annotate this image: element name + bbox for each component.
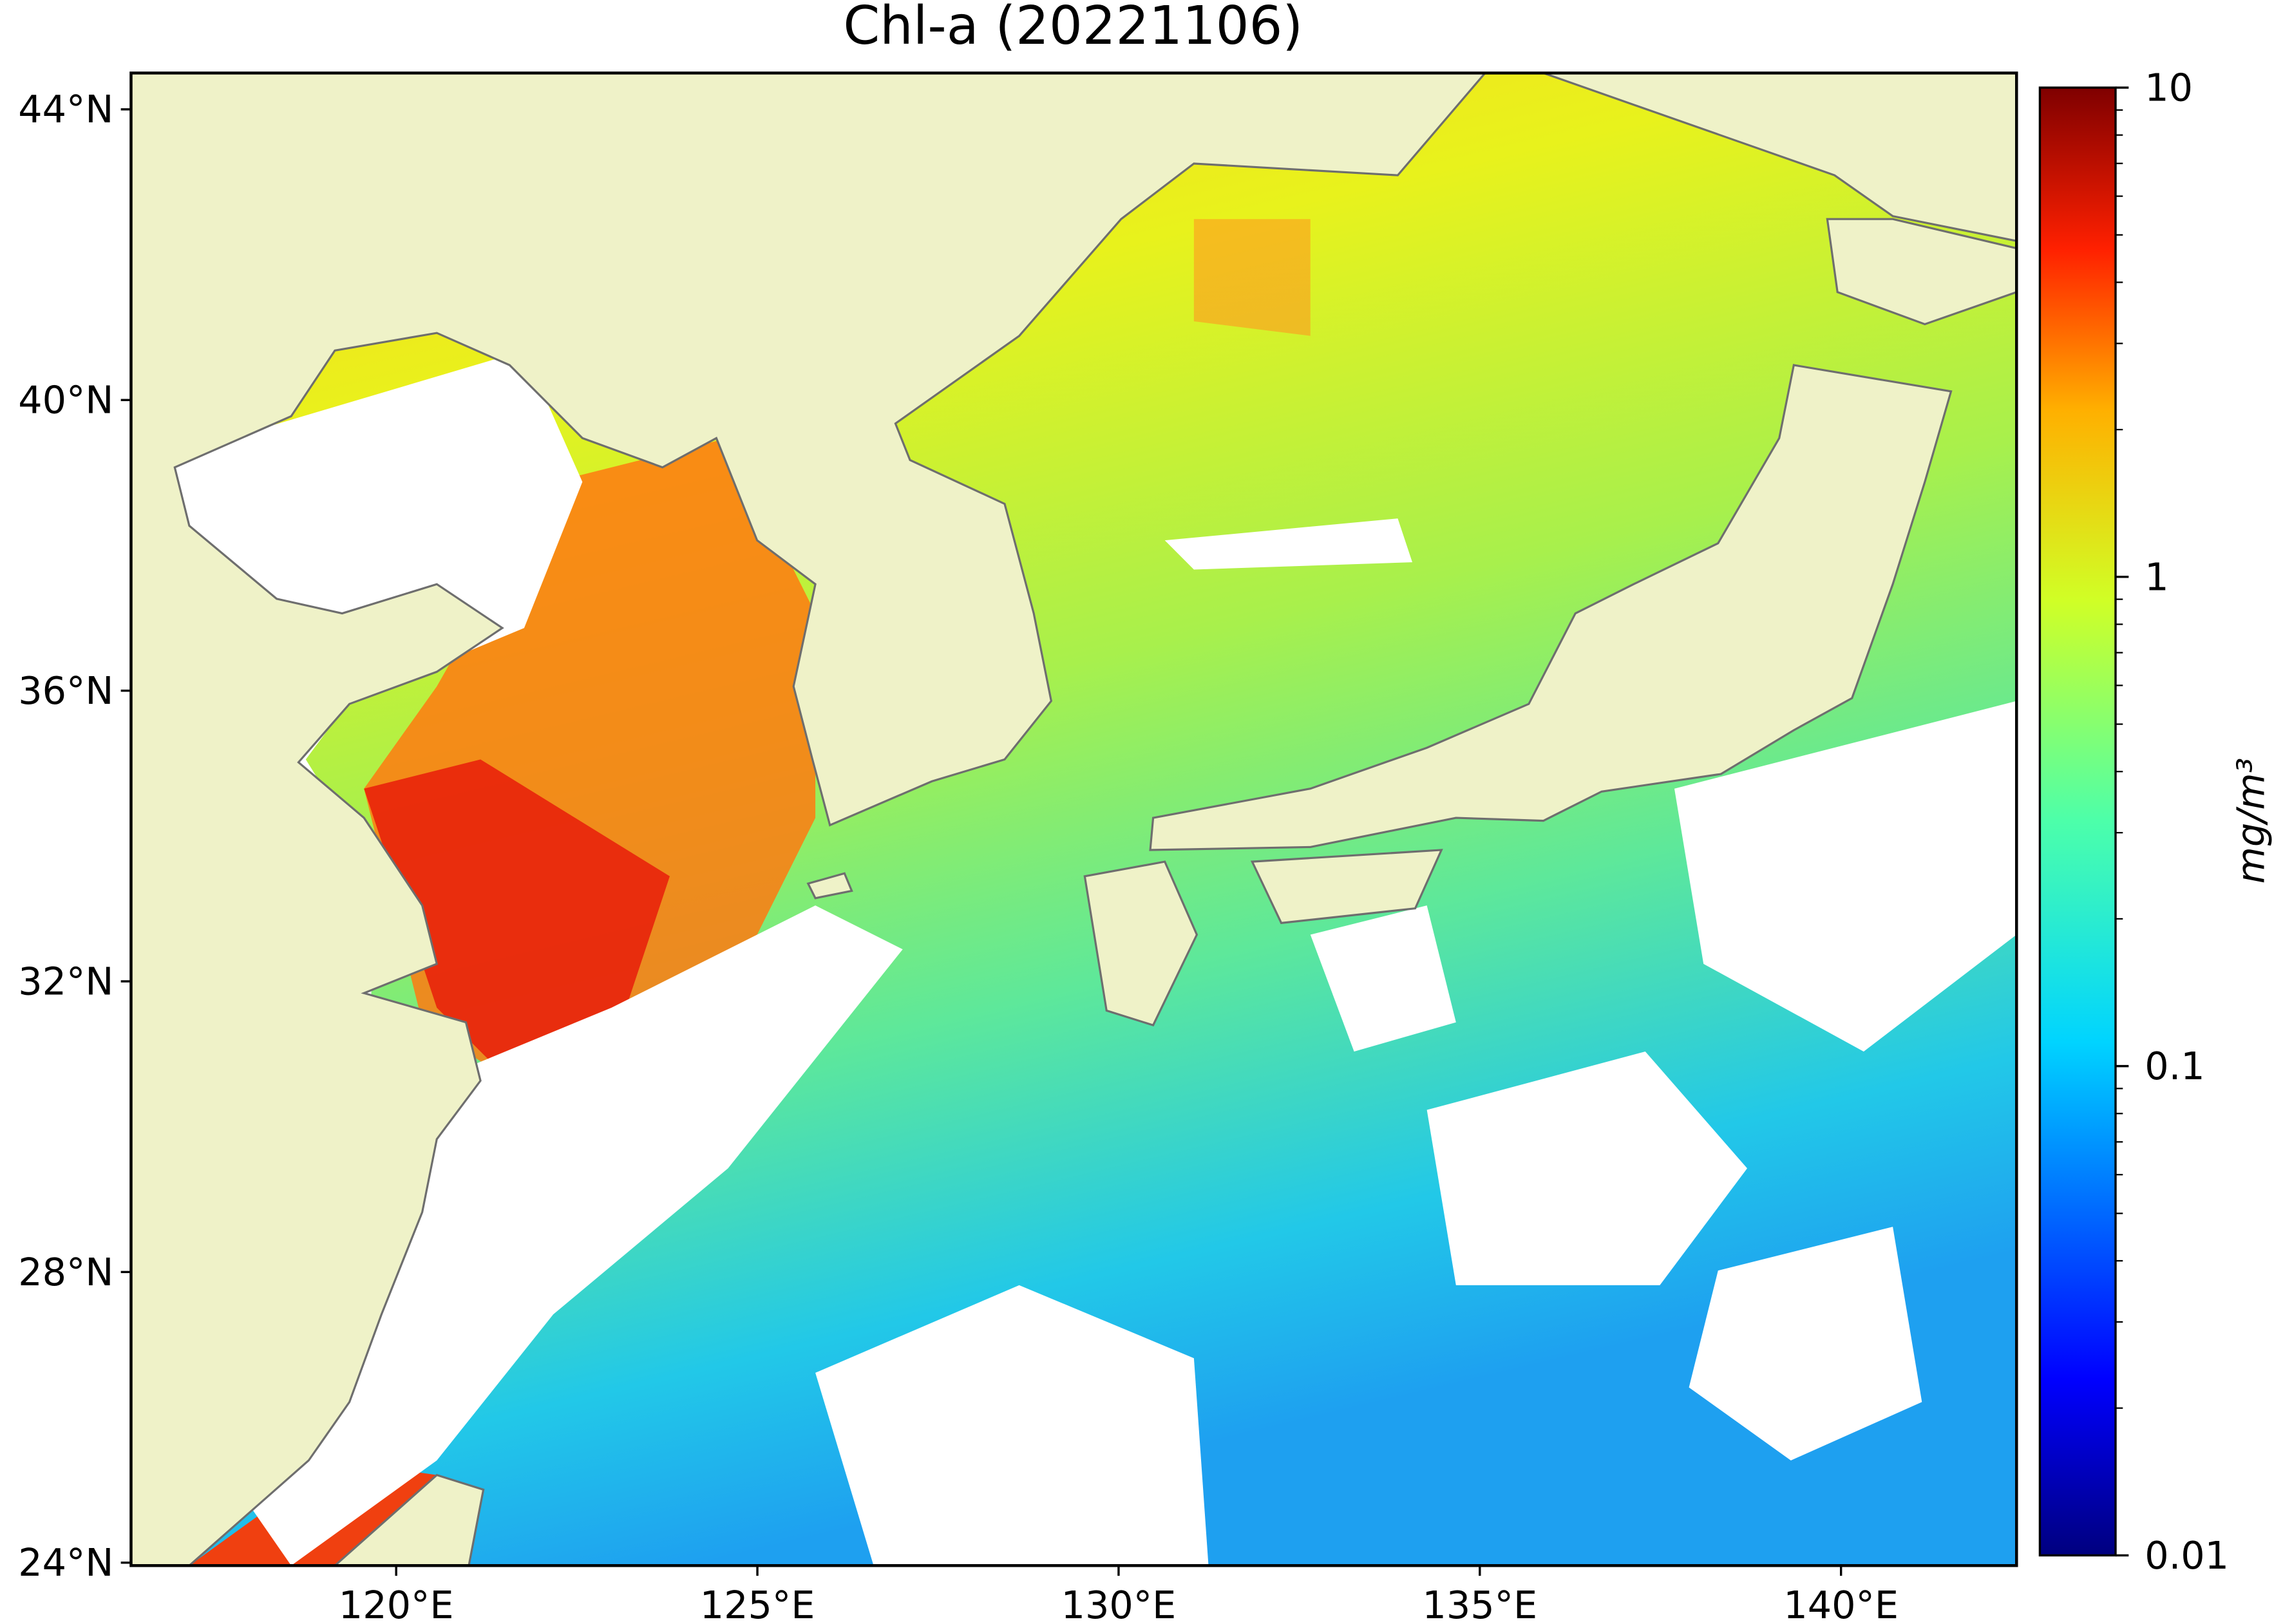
land-jeju [806, 872, 853, 900]
land-hokkaido [1826, 218, 2017, 326]
x-tick-label: 130°E [1061, 1583, 1177, 1624]
map-title: Chl-a (20221106) [843, 0, 1303, 57]
y-tick-label: 44°N [18, 87, 113, 131]
map-frame [129, 71, 2018, 1567]
y-tick-label: 32°N [18, 959, 113, 1003]
x-tick-label: 120°E [339, 1583, 454, 1624]
land-sakhalin [1542, 73, 2017, 242]
y-tick-label: 24°N [18, 1540, 113, 1585]
colorbar-label: mg/m³ [2229, 758, 2273, 884]
y-tick-label: 28°N [18, 1250, 113, 1294]
colorbar-tick-label: 0.1 [2145, 1044, 2204, 1088]
cloud [1164, 518, 1413, 570]
colorbar-tick-label: 1 [2145, 554, 2168, 599]
y-tick-label: 36°N [18, 668, 113, 713]
high-chl-patch [1193, 219, 1311, 336]
x-tick-label: 135°E [1422, 1583, 1537, 1624]
cloud [1310, 905, 1456, 1052]
land-honshu [1149, 364, 1953, 851]
land-taiwan [333, 1473, 485, 1566]
cloud [815, 1285, 1209, 1566]
colorbar-tick-label: 10 [2145, 65, 2193, 109]
y-tick-label: 40°N [18, 378, 113, 422]
land-kyushu [1083, 860, 1198, 1027]
cloud [1674, 701, 2017, 1052]
x-tick-label: 125°E [700, 1583, 815, 1624]
land-shikoku [1250, 849, 1443, 925]
colorbar [2038, 86, 2117, 1557]
cloud [1426, 1051, 1748, 1285]
cloud [1689, 1227, 1922, 1460]
map-area [131, 73, 2017, 1566]
cloud [218, 905, 903, 1566]
high-chl-patch [364, 759, 670, 1081]
x-tick-label: 140°E [1783, 1583, 1899, 1624]
land-mainland [131, 73, 1487, 1566]
colorbar-tick-label: 0.01 [2145, 1533, 2229, 1578]
